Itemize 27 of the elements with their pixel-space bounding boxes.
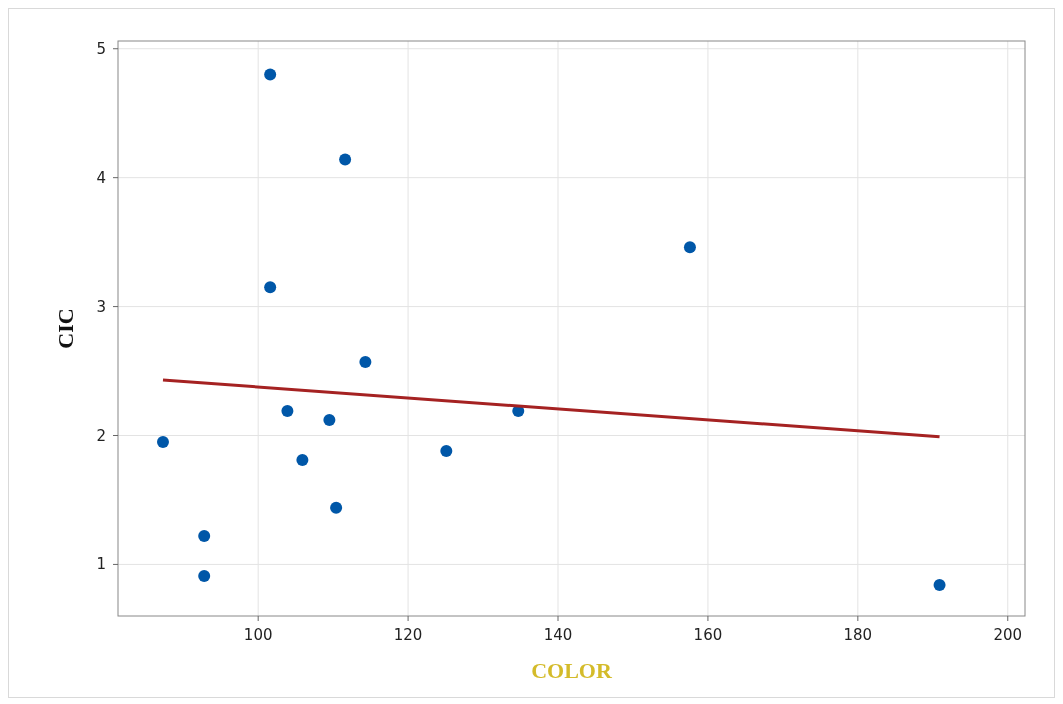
point [359,356,372,369]
point [198,530,211,543]
x-tick-label: 120 [393,626,423,644]
point [198,570,211,583]
y-tick-label: 1 [96,555,106,574]
y-tick-label: 5 [96,39,106,58]
point [330,501,343,514]
point [440,444,453,457]
x-tick-label: 180 [843,626,873,644]
point [933,579,946,592]
y-axis-title: CIC [53,308,78,349]
point [264,68,277,81]
x-tick-label: 100 [243,626,273,644]
point [683,241,696,254]
x-tick-label: 200 [993,626,1023,644]
y-tick-label: 3 [96,297,106,316]
x-axis-title: COLOR [531,658,613,683]
point [339,153,352,166]
y-tick-label: 4 [96,168,106,187]
x-tick-label: 140 [543,626,573,644]
point [156,435,169,448]
point [296,454,309,466]
x-tick-label: 160 [693,626,723,644]
point [281,405,294,418]
y-tick-label: 2 [96,426,106,445]
point [264,281,277,294]
point [323,414,336,427]
